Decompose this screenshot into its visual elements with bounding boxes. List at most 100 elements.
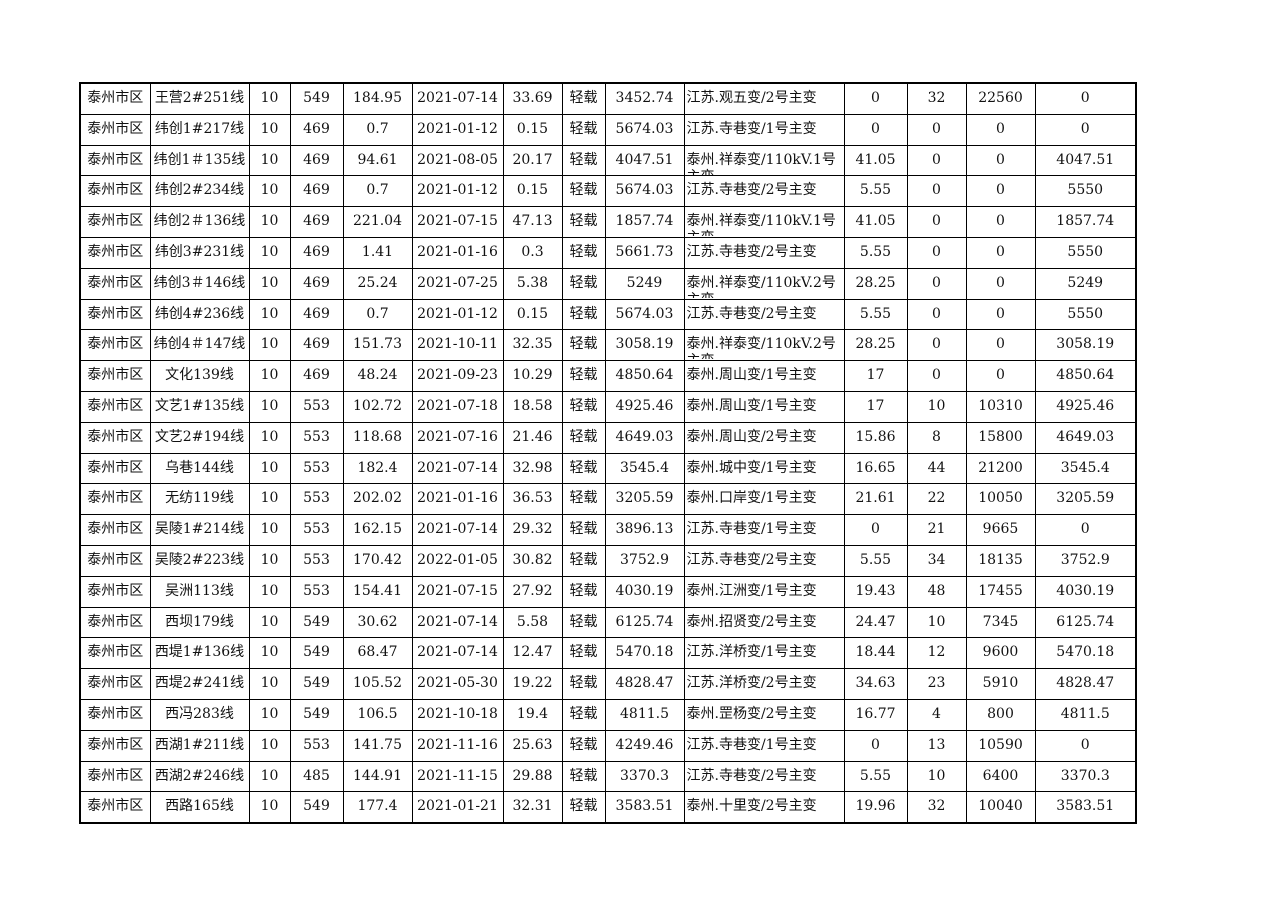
table-cell: 28.25: [843, 267, 908, 300]
cell-text: 30.62: [357, 613, 398, 630]
cell-text: 江苏.观五变/2号主变: [686, 90, 817, 106]
cell-text: 549: [303, 644, 330, 661]
table-cell: 10: [248, 113, 291, 146]
cell-text: 16.77: [855, 705, 896, 722]
cell-text: 34: [927, 551, 946, 568]
cell-text: 轻载: [569, 582, 598, 599]
table-cell: 44: [906, 452, 967, 485]
cell-text: 10: [260, 736, 279, 753]
table-cell: 西堤2#241线: [149, 668, 250, 700]
cell-text: 9665: [982, 521, 1019, 538]
table-cell: 10: [248, 514, 291, 546]
table-cell: 48: [906, 575, 967, 608]
cell-text: 3205.59: [615, 490, 674, 507]
cell-text: 轻载: [569, 490, 598, 507]
table-cell: 30.82: [502, 544, 563, 577]
cell-text: 41.05: [855, 213, 896, 230]
table-cell: 泰州.罡杨变/2号主变: [683, 698, 845, 731]
table-cell: 10: [248, 82, 291, 115]
table-cell: 泰州.十里变/2号主变: [683, 791, 845, 824]
cell-text: 3370.3: [1060, 767, 1110, 784]
cell-text: 469: [303, 182, 330, 199]
cell-text: 江苏.寺巷变/2号主变: [686, 243, 817, 260]
cell-text: 10: [260, 305, 279, 322]
table-cell: 3545.4: [1034, 452, 1137, 485]
cell-text: 19.4: [516, 705, 549, 722]
table-cell: 5470.18: [604, 637, 685, 670]
table-cell: 泰州市区: [79, 298, 151, 331]
table-cell: 469: [289, 206, 344, 238]
cell-text: 469: [303, 336, 330, 353]
table-cell: 549: [289, 82, 344, 115]
table-cell: 2021-07-15: [411, 575, 504, 608]
cell-text: 泰州.祥泰变/110kV.2号主变: [686, 274, 836, 298]
table-cell: 泰州市区: [79, 452, 151, 485]
table-cell: 4850.64: [1034, 360, 1137, 392]
cell-text: 轻载: [569, 90, 598, 106]
cell-text: 16.65: [855, 459, 896, 476]
table-cell: 10: [248, 298, 291, 331]
cell-text: 36.53: [512, 490, 553, 507]
table-cell: 10: [248, 637, 291, 670]
table-cell: 轻载: [561, 637, 606, 670]
table-cell: 10040: [965, 791, 1036, 824]
cell-text: 27.92: [512, 582, 553, 599]
table-cell: 泰州市区: [79, 82, 151, 115]
table-cell: 34: [906, 544, 967, 577]
table-cell: 江苏.寺巷变/2号主变: [683, 544, 845, 577]
table-cell: 4850.64: [604, 360, 685, 392]
cell-text: 西坝179线: [165, 613, 234, 630]
cell-text: 乌巷144线: [165, 459, 234, 476]
cell-text: 0.7: [366, 182, 389, 199]
cell-text: 江苏.洋桥变/1号主变: [686, 644, 817, 661]
table-cell: 轻载: [561, 267, 606, 300]
cell-text: 19.43: [855, 582, 896, 599]
table-cell: 177.4: [342, 791, 413, 824]
cell-text: 144.91: [353, 767, 402, 784]
table-cell: 5470.18: [1034, 637, 1137, 670]
table-row: 泰州市区 纬创2＃136线 10 469 221.04 2021-07-15 47.13 轻载…: [79, 206, 1137, 238]
table-cell: 170.42: [342, 544, 413, 577]
table-cell: 549: [289, 606, 344, 639]
cell-text: 469: [303, 305, 330, 322]
table-cell: 3058.19: [1034, 329, 1137, 362]
cell-text: 0.7: [366, 305, 389, 322]
cell-text: 泰州市区: [87, 459, 144, 476]
table-cell: 12: [906, 637, 967, 670]
table-cell: 13: [906, 729, 967, 762]
cell-text: 纬创3＃146线: [153, 274, 246, 291]
cell-text: 549: [303, 705, 330, 722]
cell-text: 4828.47: [615, 675, 674, 692]
table-cell: 吴陵1#214线: [149, 514, 250, 546]
cell-text: 22: [927, 490, 946, 507]
table-cell: 0: [1034, 113, 1137, 146]
table-cell: 西湖1#211线: [149, 729, 250, 762]
table-cell: 江苏.洋桥变/2号主变: [683, 668, 845, 700]
table-cell: 泰州市区: [79, 421, 151, 454]
cell-text: 800: [987, 705, 1014, 722]
table-cell: 10: [248, 267, 291, 300]
cell-text: 泰州市区: [87, 90, 144, 106]
cell-text: 0.15: [516, 182, 549, 199]
table-cell: 轻载: [561, 760, 606, 793]
table-cell: 105.52: [342, 668, 413, 700]
table-cell: 轻载: [561, 606, 606, 639]
table-cell: 0: [965, 360, 1036, 392]
cell-text: 9600: [982, 644, 1019, 661]
cell-text: 13: [927, 736, 946, 753]
cell-text: 5.55: [859, 551, 892, 568]
table-cell: 西路165线: [149, 791, 250, 824]
cell-text: 吴陵1#214线: [154, 521, 245, 538]
cell-text: 2021-07-14: [417, 459, 498, 476]
table-cell: 3583.51: [604, 791, 685, 824]
table-cell: 泰州市区: [79, 206, 151, 238]
table-cell: 1857.74: [604, 206, 685, 238]
table-row: 泰州市区 西冯283线 10 549 106.5 2021-10-18 19.4 轻载 4811…: [79, 698, 1137, 731]
table-row: 泰州市区 西堤1#136线 10 549 68.47 2021-07-14 12.47 轻载 5…: [79, 637, 1137, 670]
cell-text: 泰州.口岸变/1号主变: [686, 490, 817, 507]
cell-text: 轻载: [569, 213, 598, 230]
cell-text: 文化139线: [165, 367, 234, 384]
cell-text: 2021-08-05: [417, 151, 498, 168]
cell-text: 泰州.周山变/1号主变: [686, 367, 817, 384]
table-cell: 0: [843, 82, 908, 115]
